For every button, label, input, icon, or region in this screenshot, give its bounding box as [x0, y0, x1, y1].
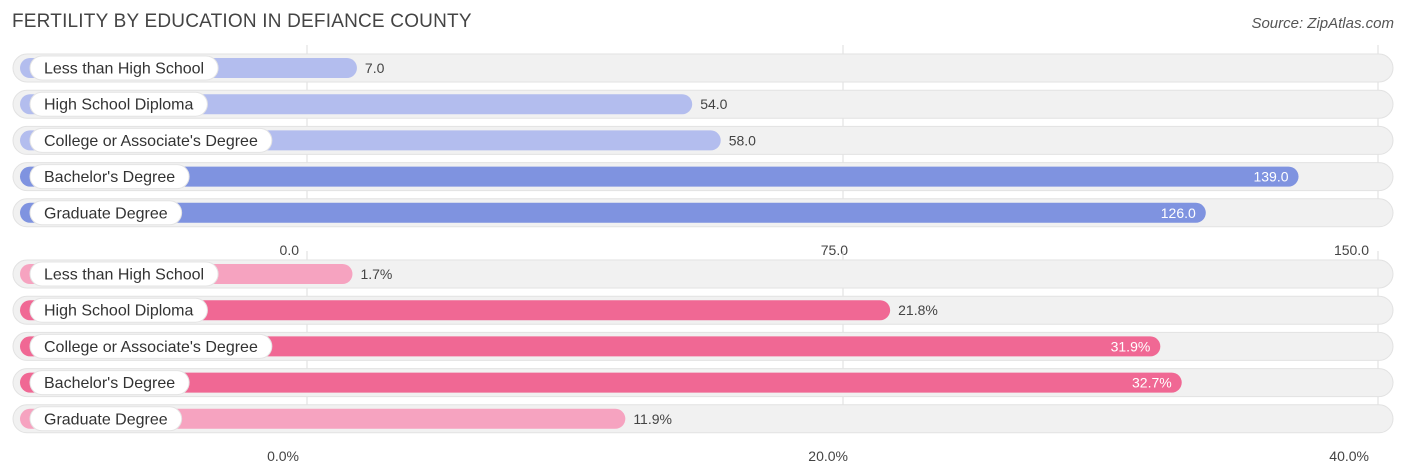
category-label: Less than High School: [44, 267, 204, 284]
bar-track: [12, 53, 1394, 83]
category-pill: [29, 261, 219, 287]
category-label: Bachelor's Degree: [44, 375, 175, 392]
chart-title: FERTILITY BY EDUCATION IN DEFIANCE COUNT…: [12, 11, 472, 32]
category-pill: [29, 127, 273, 153]
tick-label: 40.0%: [1329, 448, 1369, 464]
category-label: Graduate Degree: [44, 205, 168, 222]
category-label: Less than High School: [44, 61, 204, 78]
bar: [20, 372, 1182, 393]
bar: [20, 300, 891, 321]
category-label: High School Diploma: [44, 97, 194, 114]
value-label: 126.0: [1161, 205, 1196, 221]
value-label: 58.0: [729, 132, 756, 148]
category-label: Graduate Degree: [44, 411, 168, 428]
value-label: 21.8%: [898, 302, 938, 318]
category-pill: [29, 297, 208, 323]
category-label: College or Associate's Degree: [44, 339, 258, 356]
bar: [20, 166, 1299, 187]
category-pill: [29, 200, 183, 226]
tick-label: 0.0%: [267, 448, 299, 464]
category-pill: [29, 164, 190, 190]
category-label: High School Diploma: [44, 303, 194, 320]
tick-label: 0.0: [280, 242, 300, 258]
tick-label: 150.0: [1334, 242, 1369, 258]
bar: [20, 202, 1206, 223]
tick-label: 75.0: [821, 242, 848, 258]
value-label: 1.7%: [360, 266, 392, 282]
category-pill: [29, 55, 219, 81]
bar: [20, 336, 1161, 357]
category-pill: [29, 406, 183, 432]
value-label: 11.9%: [633, 411, 672, 427]
category-pill: [29, 91, 208, 117]
source-label: Source: ZipAtlas.com: [1251, 15, 1394, 32]
value-label: 31.9%: [1111, 338, 1151, 354]
panel-1: Less than High School 7.0 High School Dipl…: [12, 45, 1394, 258]
category-label: Bachelor's Degree: [44, 169, 175, 186]
category-label: College or Associate's Degree: [44, 133, 258, 150]
value-label: 54.0: [700, 96, 727, 112]
bar-track: [12, 259, 1394, 289]
value-label: 139.0: [1253, 169, 1288, 185]
value-label: 7.0: [365, 60, 385, 76]
category-pill: [29, 370, 190, 396]
panel-2: Less than High School 1.7% High School Dip…: [12, 251, 1394, 464]
tick-label: 20.0%: [808, 448, 848, 464]
category-pill: [29, 333, 273, 359]
value-label: 32.7%: [1132, 375, 1172, 391]
